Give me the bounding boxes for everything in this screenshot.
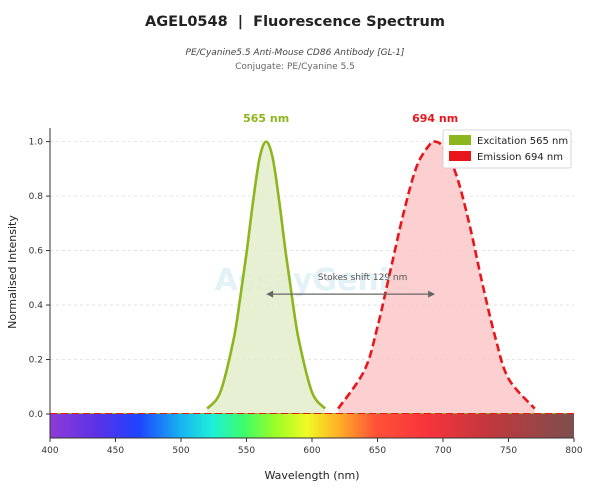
legend-label-0: Excitation 565 nm (477, 136, 568, 147)
x-tick-label: 400 (41, 446, 58, 456)
legend: Excitation 565 nm Emission 694 nm (442, 129, 572, 169)
spectrum-bar (50, 414, 574, 438)
series-line-0 (206, 140, 327, 410)
x-tick-label: 500 (172, 446, 189, 456)
x-tick-label: 750 (500, 446, 517, 456)
x-axis-title: Wavelength (nm) (264, 469, 359, 482)
stokes-arrow-left-head (266, 290, 274, 298)
y-tick-label: 0.0 (29, 410, 44, 420)
y-tick-label: 0.8 (29, 192, 44, 202)
y-tick-label: 0.6 (29, 247, 44, 257)
series-line-1 (337, 139, 536, 410)
series-fill-1 (338, 141, 535, 414)
y-tick-label: 0.4 (29, 301, 44, 311)
chart-subtitle: PE/Cyanine5.5 Anti-Mouse CD86 Antibody [… (186, 48, 405, 58)
x-tick-label: 450 (107, 446, 124, 456)
chart-title: AGEL0548 | Fluorescence Spectrum (145, 14, 445, 30)
y-tick-label: 0.2 (29, 356, 43, 366)
stokes-arrow-right-head (428, 290, 436, 298)
x-tick-label: 550 (238, 446, 255, 456)
x-tick-label: 600 (303, 446, 320, 456)
x-tick-label: 650 (369, 446, 386, 456)
conjugate-label: Conjugate: PE/Cyanine 5.5 (235, 62, 355, 72)
x-tick-label: 700 (434, 446, 451, 456)
legend-swatch-1 (449, 151, 471, 161)
legend-swatch-0 (449, 135, 471, 145)
stokes-shift-label: Stokes shift 129 nm (318, 273, 408, 283)
x-tick-label: 800 (565, 446, 582, 456)
legend-box (442, 129, 572, 169)
series-fill-0 (207, 141, 326, 414)
y-tick-label: 1.0 (29, 138, 44, 148)
y-axis-title: Normalised Intensity (6, 215, 19, 329)
peak-label-0: 565 nm (243, 112, 289, 125)
legend-label-1: Emission 694 nm (477, 152, 563, 163)
peak-label-1: 694 nm (412, 112, 458, 125)
